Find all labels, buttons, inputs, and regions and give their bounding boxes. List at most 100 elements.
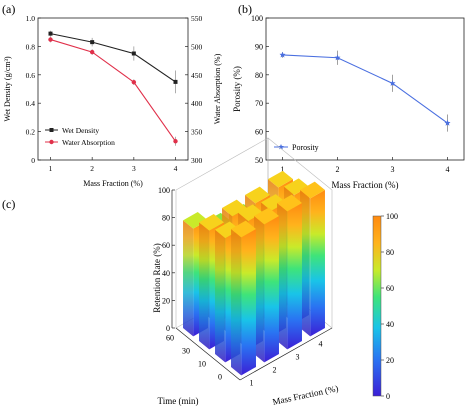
x-axis-label-c: Mass Fraction (%) [272,383,340,407]
chart-wet-density-water-absorption: 0 0.2 0.4 0.6 0.8 1.0 300 350 400 450 500 550 1 2 3 4 M… [3,14,222,188]
tick-label-x-a: 1 [49,164,53,173]
bar-face-front [310,190,325,337]
colorbar-tick-label: 100 [386,212,398,221]
chart-porosity: 50 60 70 80 90 100 1 2 3 4 Mass Fraction (%) Poro… [232,14,465,190]
series-line-wet-density [50,33,176,83]
bar-top [277,194,302,212]
mass-axis-line [239,327,333,381]
legend-marker [278,144,284,150]
y-axis-label-left-a: Wet Density (g/cm³) [3,56,12,122]
plot-frame-b [265,17,465,161]
tick-label-mass: 2 [273,366,277,375]
y-axis-label-c: Time (min) [158,396,199,406]
tick-label-left-a: 0.8 [26,42,36,51]
y-axis-label-b: Porosity (%) [232,66,242,112]
tick-label-y-b: 80 [255,71,263,80]
tick-label-x-a: 3 [132,164,136,173]
bar-3d [231,220,256,376]
colorbar-tick-label: 40 [386,320,394,329]
tick-label-y-b: 50 [255,156,263,165]
z-axis-label-c: Retention Rate (%) [152,243,162,312]
bar-3d [254,207,279,363]
tick-label-mass: 3 [296,353,300,362]
tick-label-x-b: 2 [336,165,340,174]
legend-label: Wet Density [62,126,99,135]
data-point [48,37,53,42]
data-point [90,40,95,45]
tick-label-z-c: 100 [158,186,170,195]
tick-label-y-b: 60 [255,128,263,137]
bar-face-shade [215,229,226,363]
data-point [173,139,178,144]
tick-label-time: 60 [166,334,174,343]
chart-retention-rate-3d: 0 20 40 60 80 100 0 10 30 60 1 2 3 4 0 20 40 60 80 100 Ret… [152,137,398,407]
data-point [334,54,341,61]
tick-label-z-c: 20 [162,296,170,305]
bar-face-side [183,220,194,337]
legend-b: Porosity [274,143,319,152]
data-point [444,119,451,126]
tick-label-right-a: 300 [191,156,203,165]
tick-label-x-b: 4 [446,165,450,174]
colorbar-tick-label: 60 [386,284,394,293]
tick-label-x-a: 4 [174,164,178,173]
bar-top [183,212,208,229]
bar-3d [277,194,302,350]
colorbar-tick-label: 80 [386,248,394,257]
tick-label-left-a: 0 [31,156,35,165]
bar-face-side [300,190,311,337]
bar-top [245,186,270,204]
colorbar-tick-label: 20 [386,356,394,365]
panel-label-c: (c) [2,197,15,211]
tick-label-left-a: 0.4 [26,99,36,108]
bar-face-front [287,203,302,350]
colorbar-gradient [372,215,382,397]
data-point [48,31,53,36]
y-axis-label-right-a: Water Absorption (%) [213,53,222,124]
tick-label-right-a: 400 [191,99,203,108]
bar-top [199,214,224,231]
tick-label-right-a: 500 [191,42,203,51]
legend-label: Porosity [292,143,319,152]
tick-label-right-a: 450 [191,71,203,80]
bar-face-shade [254,216,265,363]
tick-label-x-b: 3 [391,165,395,174]
tick-label-y-b: 70 [255,99,263,108]
data-point [279,51,286,58]
colorbar: 0 20 40 60 80 100 [372,212,398,401]
legend-marker [49,139,54,145]
tick-label-left-a: 0.2 [26,128,36,137]
tick-label-time: 10 [198,360,206,369]
bar-top [300,181,325,199]
bar-top [222,199,247,217]
bar-top [231,220,256,238]
bar-face-side [254,216,265,363]
data-point [89,49,95,55]
time-axis-line [175,327,241,381]
x-axis-label-a: Mass Fraction (%) [83,179,143,188]
tick-label-y-b: 100 [251,14,263,23]
tick-label-z-c: 40 [162,269,170,278]
bar-face-front [264,216,279,363]
bar-face-shade [199,222,210,350]
series-line-water-absorption [50,39,176,142]
legend-marker [49,128,54,132]
tick-label-mass: 4 [319,340,323,349]
bar-top [284,178,309,195]
tick-label-x-a: 2 [90,164,94,173]
legend-a: Wet Density Water Absorption [45,126,115,147]
bar-face-front [241,229,256,376]
plot-frame-a [37,17,189,161]
tick-label-left-a: 0.6 [26,71,36,80]
tick-label-z-c: 80 [162,214,170,223]
tick-label-z-c: 60 [162,241,170,250]
data-point [131,79,137,85]
tick-label-time: 30 [182,347,190,356]
bar-face-shade [277,203,288,350]
bar-face-side [215,229,226,363]
bar-3d [300,181,325,337]
x-axis-label-b: Mass Fraction (%) [332,180,399,190]
bar-face-side [231,229,242,376]
tick-label-y-b: 90 [255,42,263,51]
